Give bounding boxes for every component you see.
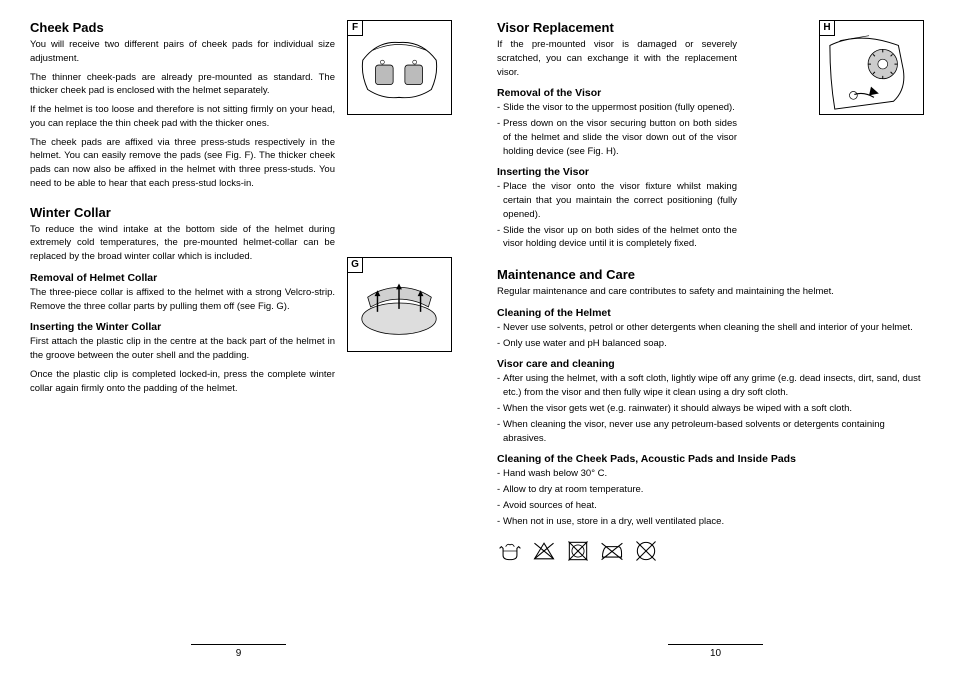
body-text: Regular maintenance and care contributes… [497,285,924,299]
list-item: After using the helmet, with a soft clot… [497,372,924,400]
list-item: Avoid sources of heat. [497,499,924,513]
figure-g-illustration [348,258,451,351]
body-text: You will receive two different pairs of … [30,38,335,66]
body-text: Once the plastic clip is completed locke… [30,368,335,396]
list-item: When not in use, store in a dry, well ve… [497,515,924,529]
page-number-right: 10 [477,648,954,659]
page-number-left: 9 [0,648,477,659]
list-item: Press down on the visor securing button … [497,117,737,158]
inserting-visor-heading: Inserting the Visor [497,166,737,178]
figure-h-label: H [819,20,835,36]
body-text: The cheek pads are affixed via three pre… [30,136,335,191]
visor-replacement-heading: Visor Replacement [497,20,809,35]
list-item: Slide the visor to the uppermost positio… [497,101,737,115]
cleaning-helmet-heading: Cleaning of the Helmet [497,307,924,319]
right-figure-column: H [819,20,924,253]
page-numbers: 9 10 [0,648,954,659]
figure-h: H [819,20,924,115]
list-item: When cleaning the visor, never use any p… [497,418,924,446]
cleaning-helmet-list: Never use solvents, petrol or other dete… [497,321,924,351]
inserting-visor-list: Place the visor onto the visor fixture w… [497,180,737,251]
winter-collar-section: Winter Collar To reduce the wind intake … [30,205,335,396]
list-item: Allow to dry at room temperature. [497,483,924,497]
no-iron-icon [599,538,625,564]
winter-collar-heading: Winter Collar [30,205,335,220]
removal-visor-heading: Removal of the Visor [497,87,737,99]
no-tumble-dry-icon [565,538,591,564]
body-text: First attach the plastic clip in the cen… [30,335,335,363]
inserting-collar-heading: Inserting the Winter Collar [30,321,335,333]
maintenance-section: Maintenance and Care Regular maintenance… [497,267,924,564]
left-figure-column: F G [347,20,457,640]
maintenance-heading: Maintenance and Care [497,267,924,282]
no-dry-clean-icon [633,538,659,564]
list-item: Place the visor onto the visor fixture w… [497,180,737,221]
left-page: Cheek Pads You will receive two differen… [30,20,457,640]
list-item: When the visor gets wet (e.g. rainwater)… [497,402,924,416]
left-text-column: Cheek Pads You will receive two differen… [30,20,335,640]
removal-collar-heading: Removal of Helmet Collar [30,272,335,284]
cheek-pads-section: Cheek Pads You will receive two differen… [30,20,335,191]
list-item: Slide the visor up on both sides of the … [497,224,737,252]
no-bleach-icon [531,538,557,564]
visor-care-list: After using the helmet, with a soft clot… [497,372,924,445]
cheek-pads-heading: Cheek Pads [30,20,335,35]
cleaning-pads-list: Hand wash below 30° C. Allow to dry at r… [497,467,924,528]
body-text: To reduce the wind intake at the bottom … [30,223,335,264]
hand-wash-icon [497,538,523,564]
list-item: Hand wash below 30° C. [497,467,924,481]
figure-g-label: G [347,257,363,273]
visor-replacement-section: Visor Replacement If the pre-mounted vis… [497,20,924,253]
figure-f: F [347,20,452,115]
body-text: If the helmet is too loose and therefore… [30,103,335,131]
page-spread: Cheek Pads You will receive two differen… [30,20,924,640]
figure-g: G [347,257,452,352]
body-text: The three-piece collar is affixed to the… [30,286,335,314]
cleaning-pads-heading: Cleaning of the Cheek Pads, Acoustic Pad… [497,453,924,465]
removal-visor-list: Slide the visor to the uppermost positio… [497,101,737,158]
visor-care-heading: Visor care and cleaning [497,358,924,370]
figure-f-illustration [348,21,451,114]
list-item: Only use water and pH balanced soap. [497,337,924,351]
body-text: If the pre-mounted visor is damaged or s… [497,38,737,79]
right-page: Visor Replacement If the pre-mounted vis… [497,20,924,640]
care-symbols-row [497,538,924,564]
right-text-column: Visor Replacement If the pre-mounted vis… [497,20,924,640]
list-item: Never use solvents, petrol or other dete… [497,321,924,335]
figure-h-illustration [820,21,923,114]
body-text: The thinner cheek-pads are already pre-m… [30,71,335,99]
figure-f-label: F [347,20,363,36]
